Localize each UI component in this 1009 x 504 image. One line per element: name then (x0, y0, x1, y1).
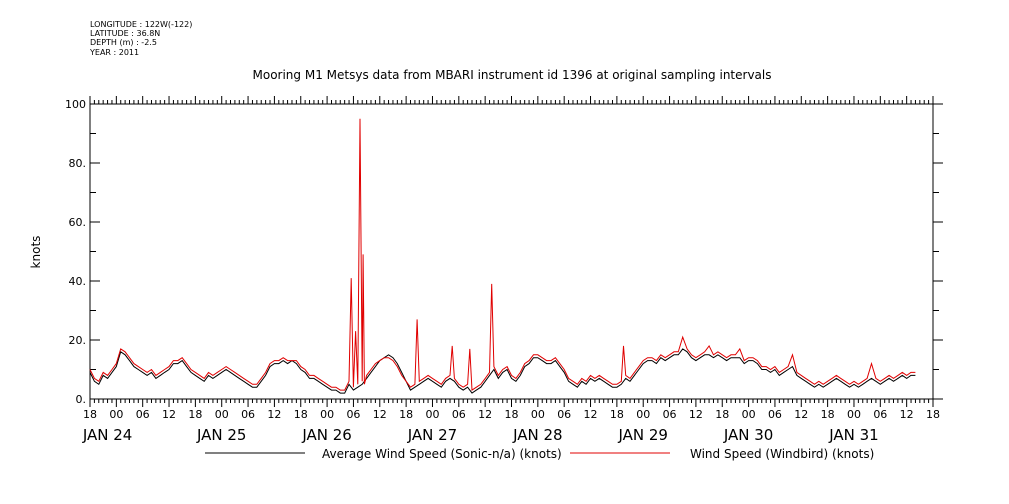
x-tick-label: 12 (478, 408, 492, 421)
x-tick-label: 00 (215, 408, 229, 421)
x-day-label: JAN 27 (407, 426, 458, 444)
x-day-label: JAN 30 (723, 426, 774, 444)
latitude-label: LATITUDE : 36.8N (90, 29, 161, 39)
x-tick-label: 00 (531, 408, 545, 421)
series-layer (89, 118, 916, 394)
axis-ticks: 0. 20. 40. 60. 80. 100 18 00 06 12 18 00 06 12 18 00 06 1… (65, 96, 943, 444)
y-tick-label: 60. (69, 216, 87, 229)
x-tick-label: 12 (794, 408, 808, 421)
x-tick-label: 00 (847, 408, 861, 421)
series-line-2 (89, 118, 916, 391)
series-line-1 (89, 348, 916, 394)
longitude-label: LONGITUDE : 122W(-122) (90, 20, 193, 29)
x-tick-label: 18 (715, 408, 729, 421)
chart-title: Mooring M1 Metsys data from MBARI instru… (253, 68, 772, 82)
x-tick-label: 12 (900, 408, 914, 421)
x-tick-label: 18 (926, 408, 940, 421)
y-tick-label: 100 (65, 98, 86, 111)
x-tick-label: 00 (320, 408, 334, 421)
x-tick-label: 12 (689, 408, 703, 421)
plot-frame (89, 103, 934, 400)
x-tick-label: 12 (162, 408, 176, 421)
x-day-label: JAN 26 (301, 426, 352, 444)
x-day-label: JAN 31 (828, 426, 879, 444)
x-tick-label: 00 (742, 408, 756, 421)
year-label: YEAR : 2011 (90, 47, 140, 57)
x-tick-label: 18 (188, 408, 202, 421)
x-tick-label: 00 (425, 408, 439, 421)
legend-label-1: Average Wind Speed (Sonic-n/a) (knots) (322, 447, 562, 461)
x-day-label: JAN 29 (617, 426, 668, 444)
x-tick-label: 12 (584, 408, 598, 421)
metadata-block: LONGITUDE : 122W(-122) LATITUDE : 36.8N … (90, 20, 192, 57)
x-tick-label: 18 (821, 408, 835, 421)
x-tick-label: 06 (768, 408, 782, 421)
legend: Average Wind Speed (Sonic-n/a) (knots) Wi… (205, 447, 874, 461)
x-tick-label: 18 (294, 408, 308, 421)
y-tick-label: 40. (69, 275, 87, 288)
legend-label-2: Wind Speed (Windbird) (knots) (690, 447, 874, 461)
x-tick-label: 06 (873, 408, 887, 421)
x-tick-label: 06 (136, 408, 150, 421)
y-tick-label: 0. (76, 393, 87, 406)
x-tick-label: 06 (557, 408, 571, 421)
x-tick-label: 00 (109, 408, 123, 421)
x-tick-label: 18 (399, 408, 413, 421)
x-tick-label: 12 (267, 408, 281, 421)
y-tick-label: 80. (69, 157, 87, 170)
x-tick-label: 06 (452, 408, 466, 421)
x-tick-label: 18 (505, 408, 519, 421)
x-day-label: JAN 24 (82, 426, 133, 444)
x-tick-label: 12 (373, 408, 387, 421)
x-tick-label: 18 (83, 408, 97, 421)
depth-label: DEPTH (m) : -2.5 (90, 38, 157, 48)
y-tick-label: 20. (69, 334, 87, 347)
x-day-label: JAN 25 (196, 426, 247, 444)
x-tick-label: 06 (346, 408, 360, 421)
x-tick-label: 18 (610, 408, 624, 421)
x-tick-label: 00 (636, 408, 650, 421)
x-tick-label: 06 (241, 408, 255, 421)
x-day-label: JAN 28 (512, 426, 563, 444)
y-axis-label: knots (29, 236, 43, 269)
x-tick-label: 06 (663, 408, 677, 421)
